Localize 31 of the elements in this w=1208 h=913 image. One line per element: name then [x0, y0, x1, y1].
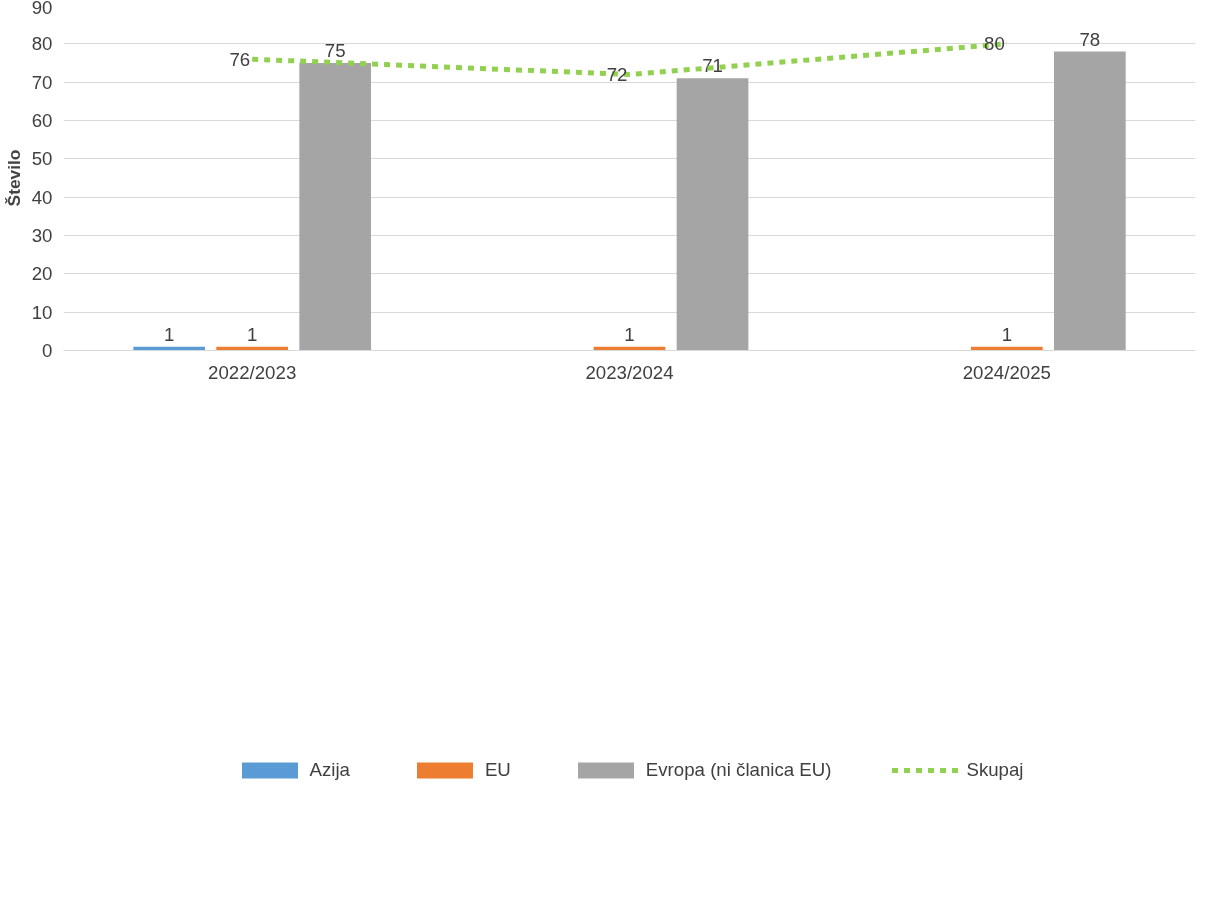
legend-label: Evropa (ni članica EU): [645, 758, 832, 781]
y-tick-label: 70: [31, 71, 53, 93]
legend-label: Skupaj: [966, 758, 1024, 781]
y-axis-title: Število: [3, 149, 24, 207]
y-tick-label: 0: [42, 340, 53, 361]
y-tick-label: 90: [31, 0, 53, 18]
y-tick-label: 20: [31, 263, 53, 285]
data-label: 75: [324, 40, 346, 61]
y-tick-label: 40: [31, 186, 53, 208]
y-tick-label: 80: [31, 33, 53, 55]
y-tick-label: 10: [31, 301, 53, 323]
data-label: 1: [1001, 323, 1013, 345]
data-label: 1: [163, 323, 175, 345]
data-label: 71: [702, 55, 723, 77]
data-label: 76: [229, 48, 251, 70]
data-label: 78: [1079, 28, 1101, 50]
y-tick-label: 30: [31, 225, 53, 246]
bar: [676, 78, 749, 351]
bar: [299, 63, 372, 351]
y-tick-label: 50: [31, 148, 53, 170]
x-tick-label: 2024/2025: [962, 361, 1051, 383]
y-tick-label: 60: [31, 110, 53, 131]
bar: [1054, 51, 1126, 351]
legend-label: Azija: [309, 758, 350, 781]
legend-label: EU: [484, 758, 511, 781]
data-label: 80: [984, 33, 1005, 55]
data-label: 1: [624, 323, 635, 345]
x-tick-label: 2023/2024: [585, 361, 674, 383]
x-tick-label: 2022/2023: [208, 361, 297, 383]
data-label: 72: [606, 64, 628, 85]
data-label: 1: [246, 323, 258, 345]
